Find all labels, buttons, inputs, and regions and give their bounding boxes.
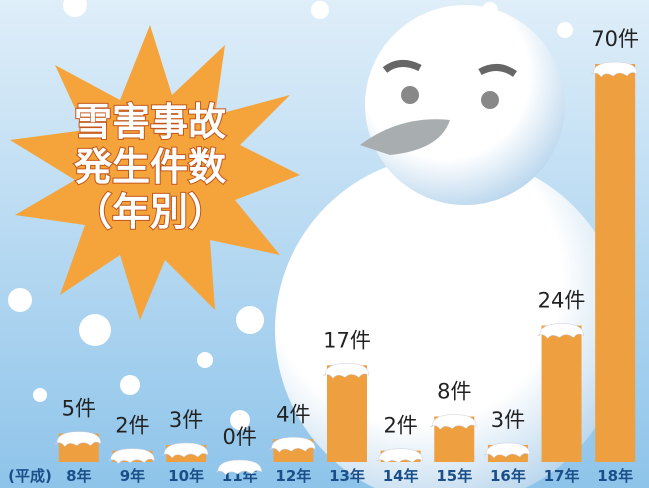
x-tick-label: 15年 <box>436 467 472 485</box>
x-tick-label: 10年 <box>168 467 204 485</box>
era-label: (平成) <box>8 467 52 485</box>
title-line: （年別） <box>74 190 226 234</box>
value-label: 4件 <box>276 402 310 426</box>
bar <box>595 64 636 462</box>
snow-cap <box>322 363 370 379</box>
starburst <box>10 25 300 320</box>
snow-cap <box>54 431 102 448</box>
snow-cap <box>537 323 584 339</box>
snow-cap <box>591 61 638 78</box>
x-tick-label: 8年 <box>66 467 91 485</box>
value-label: 2件 <box>115 414 149 438</box>
title-line: 雪害事故 <box>74 100 226 144</box>
snow-cap <box>483 442 531 459</box>
value-label: 17件 <box>323 328 371 352</box>
snow-cap <box>215 459 262 476</box>
snow-cap <box>430 414 477 430</box>
x-tick-label: 16年 <box>490 467 526 485</box>
snowman <box>275 5 625 488</box>
snow-cap <box>269 437 316 453</box>
value-label: 3件 <box>491 408 525 432</box>
value-label: 24件 <box>538 289 586 313</box>
x-tick-label: 12年 <box>275 467 311 485</box>
value-label: 70件 <box>591 27 639 51</box>
value-label: 2件 <box>383 414 417 438</box>
value-label: 5件 <box>62 397 96 421</box>
x-tick-label: 18年 <box>597 467 633 485</box>
x-tick-label: 17年 <box>544 467 580 485</box>
x-tick-label: 9年 <box>120 467 145 485</box>
value-label: 3件 <box>169 408 203 432</box>
snow-cap <box>161 442 209 459</box>
bar <box>541 325 582 462</box>
x-tick-label: 13年 <box>329 467 365 485</box>
snow-cap <box>376 448 423 465</box>
title-line: 発生件数 <box>74 145 226 189</box>
bar <box>327 365 367 462</box>
snow-cap <box>108 448 155 465</box>
value-label: 0件 <box>223 425 257 449</box>
value-label: 8件 <box>437 380 471 404</box>
x-tick-label: 14年 <box>383 467 419 485</box>
